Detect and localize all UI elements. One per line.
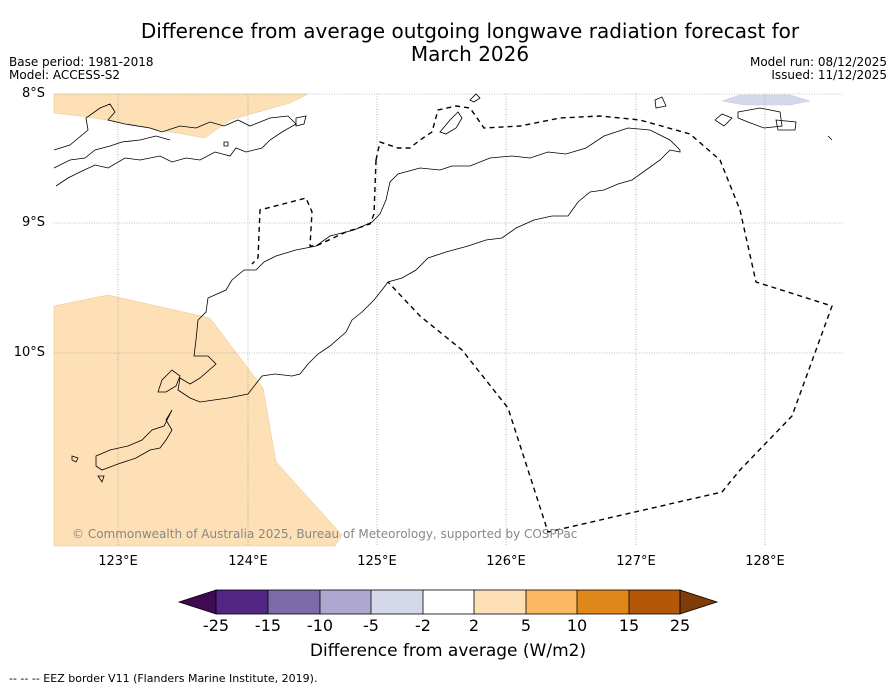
colorbar-tick: 2: [468, 616, 480, 635]
issued-date: Issued: 11/12/2025: [771, 68, 887, 82]
islet-right: [827, 135, 833, 141]
lon-label-124e: 124°E: [228, 554, 268, 569]
model-name: Model: ACCESS-S2: [9, 68, 121, 82]
colorbar-tick: 15: [618, 616, 640, 635]
roti-island: [157, 369, 181, 393]
base-period: Base period: 1981-2018: [9, 55, 154, 69]
flores-coast: [53, 103, 297, 187]
timor-coast: [177, 127, 681, 403]
small-island-2: [469, 93, 481, 103]
lon-label-126e: 126°E: [486, 554, 526, 569]
colorbar-bin-1: [216, 590, 268, 614]
colorbar-tick: 10: [566, 616, 588, 635]
lon-label-128e: 128°E: [745, 554, 785, 569]
colorbar-tick: -5: [363, 616, 379, 635]
eez-border-main: [375, 105, 833, 533]
gridlines: [54, 93, 843, 546]
islet-northeast: [654, 96, 667, 109]
lat-label-8s: 8°S: [21, 86, 45, 101]
colorbar-tick: -2: [415, 616, 431, 635]
anomaly-region-positive-north: [53, 93, 309, 139]
colorbar-bin-5: [423, 590, 474, 614]
colorbar-tick: -10: [306, 616, 334, 635]
sumba-island: [95, 409, 173, 483]
lon-label-123e: 123°E: [98, 554, 138, 569]
colorbar-tick: -25: [202, 616, 230, 635]
colorbar-bin-4: [371, 590, 423, 614]
wetar-island: [439, 111, 463, 135]
lon-label-125e: 125°E: [357, 554, 397, 569]
title-line-1: Difference from average outgoing longwav…: [140, 19, 800, 43]
colorbar-extend-low: [177, 589, 217, 615]
colorbar-bin-8: [577, 590, 629, 614]
alor-island: [295, 115, 307, 127]
colorbar-label: Difference from average (W/m2): [309, 641, 587, 661]
tanimbar-islands: [714, 107, 797, 131]
colorbar-dividers: [215, 589, 681, 615]
colorbar-bin-6: [474, 590, 526, 614]
small-island-1: [223, 141, 229, 147]
meta-left: Base period: 1981-2018 Model: ACCESS-S2: [9, 56, 154, 82]
meta-right: Model run: 08/12/2025 Issued: 11/12/2025: [750, 56, 887, 82]
copyright-notice: © Commonwealth of Australia 2025, Bureau…: [72, 527, 578, 541]
colorbar-tick: 5: [520, 616, 532, 635]
colorbar-tick: -15: [254, 616, 282, 635]
colorbar-bin-7: [526, 590, 577, 614]
coastlines: [53, 93, 833, 483]
colorbar-bin-2: [268, 590, 320, 614]
sawu-island: [71, 455, 79, 463]
model-run: Model run: 08/12/2025: [749, 55, 887, 69]
title-line-2: March 2026: [410, 42, 530, 66]
footnote: -- -- -- EEZ border V11 (Flanders Marine…: [9, 672, 318, 685]
colorbar-bin-3: [320, 590, 371, 614]
flores-coast-inner: [53, 135, 171, 169]
lat-label-10s: 10°S: [13, 345, 45, 360]
lon-label-127e: 127°E: [616, 554, 656, 569]
lat-label-9s: 9°S: [21, 215, 45, 230]
eez-border: [251, 105, 833, 533]
colorbar-bin-9: [629, 590, 680, 614]
colorbar-extend-high: [679, 589, 719, 615]
map-title: Difference from average outgoing longwav…: [90, 20, 850, 66]
eez-border-west: [251, 159, 377, 265]
colorbar-tick: 25: [669, 616, 691, 635]
anomaly-region-positive-south: [53, 294, 343, 547]
anomaly-region-negative-northeast: [721, 94, 811, 106]
